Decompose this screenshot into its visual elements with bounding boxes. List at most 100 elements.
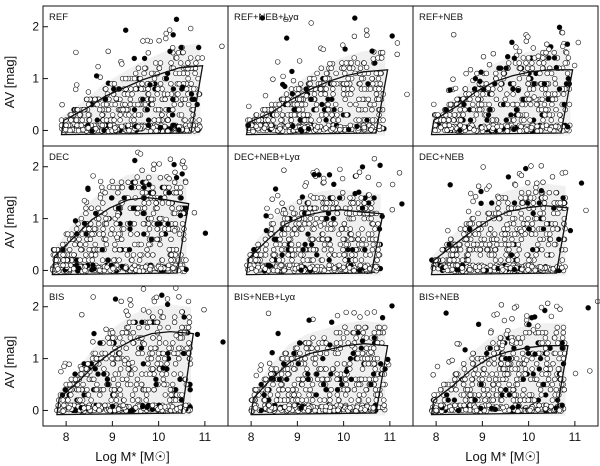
data-point-open bbox=[64, 231, 71, 237]
data-point-open bbox=[78, 247, 84, 253]
data-point-filled bbox=[308, 241, 315, 248]
data-point-open bbox=[302, 183, 308, 189]
data-point-open bbox=[524, 65, 531, 71]
data-point-open bbox=[538, 163, 544, 169]
data-point-filled bbox=[145, 122, 152, 129]
data-point-open bbox=[323, 86, 329, 92]
data-point-open bbox=[170, 265, 176, 271]
data-point-open bbox=[553, 106, 559, 113]
data-point-open bbox=[504, 128, 510, 134]
data-point-open bbox=[118, 236, 125, 243]
data-point-filled bbox=[358, 345, 364, 351]
data-point-open bbox=[282, 404, 288, 410]
data-point-open bbox=[115, 213, 121, 219]
data-point-open bbox=[325, 106, 331, 113]
data-point-open bbox=[185, 324, 192, 331]
data-point-open bbox=[59, 101, 65, 108]
data-point-filled bbox=[251, 247, 257, 253]
data-point-open bbox=[583, 207, 589, 214]
data-point-filled bbox=[536, 200, 542, 206]
data-point-open bbox=[554, 226, 560, 232]
data-point-open bbox=[356, 169, 363, 175]
data-point-open bbox=[371, 101, 378, 108]
data-point-open bbox=[100, 226, 106, 232]
data-point-open bbox=[543, 361, 550, 367]
data-point-open bbox=[462, 86, 469, 92]
data-point-filled bbox=[349, 247, 356, 253]
data-point-open bbox=[358, 75, 365, 82]
data-point-open bbox=[162, 355, 168, 362]
data-point-filled bbox=[319, 101, 325, 108]
data-point-filled bbox=[170, 96, 176, 103]
data-point-open bbox=[451, 112, 458, 118]
data-point-open bbox=[551, 335, 558, 341]
data-point-open bbox=[351, 330, 357, 336]
data-point-open bbox=[475, 210, 481, 217]
data-point-open bbox=[273, 397, 280, 403]
data-point-filled bbox=[447, 182, 453, 188]
data-point-open bbox=[159, 200, 166, 206]
data-point-filled bbox=[484, 117, 490, 123]
data-point-open bbox=[306, 340, 312, 346]
data-point-open bbox=[170, 106, 176, 113]
data-point-filled bbox=[176, 127, 182, 133]
data-point-open bbox=[524, 91, 530, 97]
data-point-open bbox=[552, 123, 559, 130]
data-point-filled bbox=[511, 55, 518, 61]
data-point-open bbox=[366, 376, 373, 382]
data-point-filled bbox=[272, 186, 279, 192]
data-point-open bbox=[157, 241, 163, 248]
y-tick-label: 0 bbox=[32, 123, 39, 137]
data-point-open bbox=[342, 324, 348, 330]
data-point-open bbox=[512, 182, 519, 188]
data-point-open bbox=[122, 75, 129, 82]
data-point-open bbox=[186, 314, 192, 320]
data-point-open bbox=[492, 376, 499, 382]
data-point-open bbox=[307, 215, 314, 222]
data-point-open bbox=[514, 252, 520, 258]
data-point-open bbox=[310, 335, 316, 341]
data-point-open bbox=[480, 164, 486, 170]
data-point-open bbox=[282, 210, 289, 217]
data-point-open bbox=[505, 361, 511, 367]
data-point-open bbox=[361, 60, 367, 66]
data-point-open bbox=[470, 106, 477, 113]
data-point-open bbox=[340, 247, 346, 253]
data-point-filled bbox=[145, 117, 152, 123]
data-point-open bbox=[85, 125, 92, 131]
data-point-open bbox=[364, 32, 370, 38]
data-point-open bbox=[363, 387, 369, 393]
data-point-open bbox=[284, 215, 291, 222]
data-point-open bbox=[88, 252, 95, 258]
data-point-open bbox=[313, 101, 320, 108]
data-point-filled bbox=[95, 371, 101, 377]
data-point-filled bbox=[109, 403, 116, 409]
data-point-open bbox=[370, 81, 376, 87]
data-point-open bbox=[125, 312, 131, 318]
data-point-open bbox=[150, 190, 156, 196]
data-point-open bbox=[137, 252, 143, 258]
data-point-open bbox=[525, 267, 531, 273]
data-point-open bbox=[370, 221, 376, 227]
data-point-open bbox=[283, 91, 290, 97]
data-point-open bbox=[510, 397, 517, 403]
data-point-open bbox=[363, 27, 370, 33]
data-point-open bbox=[72, 376, 79, 382]
data-point-open bbox=[268, 226, 275, 232]
data-point-open bbox=[519, 200, 526, 206]
data-point-open bbox=[134, 174, 140, 180]
data-point-open bbox=[133, 86, 139, 92]
data-point-open bbox=[115, 190, 121, 196]
data-point-filled bbox=[334, 387, 341, 393]
data-point-open bbox=[517, 128, 523, 134]
data-point-open bbox=[347, 101, 353, 108]
data-point-open bbox=[487, 226, 494, 232]
data-point-open bbox=[323, 403, 329, 410]
data-point-open bbox=[353, 173, 359, 179]
data-point-open bbox=[129, 392, 136, 398]
density-shade bbox=[431, 48, 571, 136]
data-point-open bbox=[461, 392, 467, 398]
density-contour bbox=[60, 64, 204, 136]
data-point-open bbox=[93, 387, 100, 393]
data-point-open bbox=[322, 91, 328, 97]
